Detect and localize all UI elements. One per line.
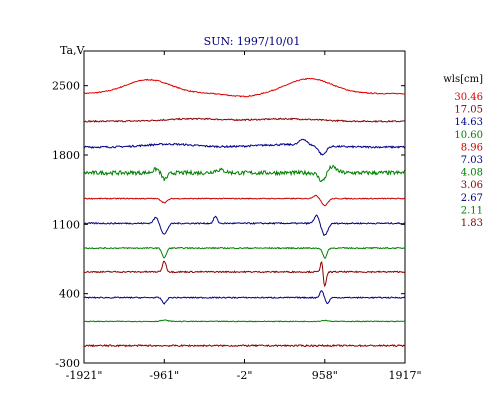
chart-title: SUN: 1997/10/01 [204, 35, 301, 48]
legend-entry: 3.06 [461, 180, 483, 191]
y-tick-label: 2500 [52, 80, 80, 93]
x-tick-label: 958" [312, 369, 338, 382]
series-line-4 [83, 194, 406, 207]
plot-frame [83, 50, 406, 364]
series-line-1 [83, 117, 406, 123]
y-axis-label: Ta,V [60, 44, 86, 57]
y-tick-label: 1100 [52, 218, 80, 231]
legend-entry: 30.46 [454, 92, 483, 103]
legend-entry: 1.83 [461, 218, 483, 229]
legend-entry: 2.67 [461, 193, 483, 204]
series-line-8 [83, 290, 406, 305]
legend-entry: 8.96 [461, 142, 483, 153]
series-line-10 [83, 343, 406, 348]
series-line-9 [83, 319, 406, 323]
legend-entry: 14.63 [454, 117, 483, 128]
traces [83, 77, 406, 348]
y-tick-label: 400 [59, 288, 80, 301]
x-tick-label: -1921" [66, 369, 103, 382]
x-tick-label: -961" [149, 369, 179, 382]
series-line-0 [83, 77, 406, 98]
legend-entry: 10.60 [454, 130, 483, 141]
series-line-3 [83, 164, 406, 183]
series-line-7 [83, 260, 406, 288]
y-tick-label: 1800 [52, 149, 80, 162]
series-line-2 [83, 138, 406, 156]
x-tick-label: -2" [237, 369, 253, 382]
legend-entry: 17.05 [454, 105, 483, 116]
series-line-6 [83, 246, 406, 259]
series-line-5 [83, 214, 406, 237]
axis-ticks: -1921" -961" -2" 958" 1917" 2500 1800 1100 400 -3… [52, 51, 422, 382]
legend-entry: 4.08 [461, 168, 483, 179]
legend-title: wls[cm] [443, 74, 483, 85]
y-tick-label: -300 [55, 357, 80, 370]
x-tick-label: 1917" [388, 369, 421, 382]
legend-entry: 2.11 [461, 205, 483, 216]
legend-entry: 7.03 [461, 155, 483, 166]
